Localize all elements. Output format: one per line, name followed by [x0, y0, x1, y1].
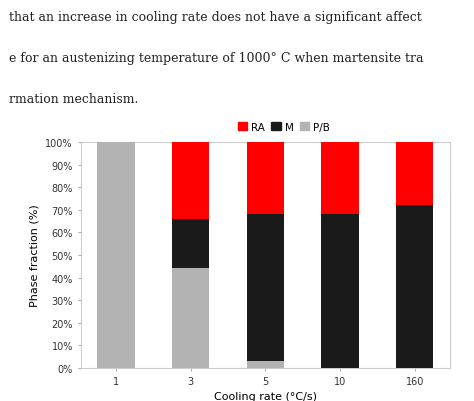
Bar — [172, 143, 210, 219]
X-axis label: Cooling rate (°C/s): Cooling rate (°C/s) — [214, 391, 317, 401]
Bar — [396, 206, 434, 368]
Bar — [97, 143, 135, 368]
Bar — [247, 143, 284, 215]
Bar — [247, 361, 284, 368]
Text: e for an austenizing temperature of 1000° C when martensite tra: e for an austenizing temperature of 1000… — [9, 52, 424, 65]
Bar — [172, 269, 210, 368]
Bar — [321, 143, 359, 215]
Bar — [172, 219, 210, 269]
Text: that an increase in cooling rate does not have a significant affect: that an increase in cooling rate does no… — [9, 11, 422, 24]
Text: rmation mechanism.: rmation mechanism. — [9, 92, 139, 105]
Bar — [247, 215, 284, 361]
Bar — [321, 215, 359, 368]
Legend: RA, M, P/B: RA, M, P/B — [233, 118, 335, 137]
Bar — [396, 143, 434, 206]
Y-axis label: Phase fraction (%): Phase fraction (%) — [30, 204, 40, 306]
